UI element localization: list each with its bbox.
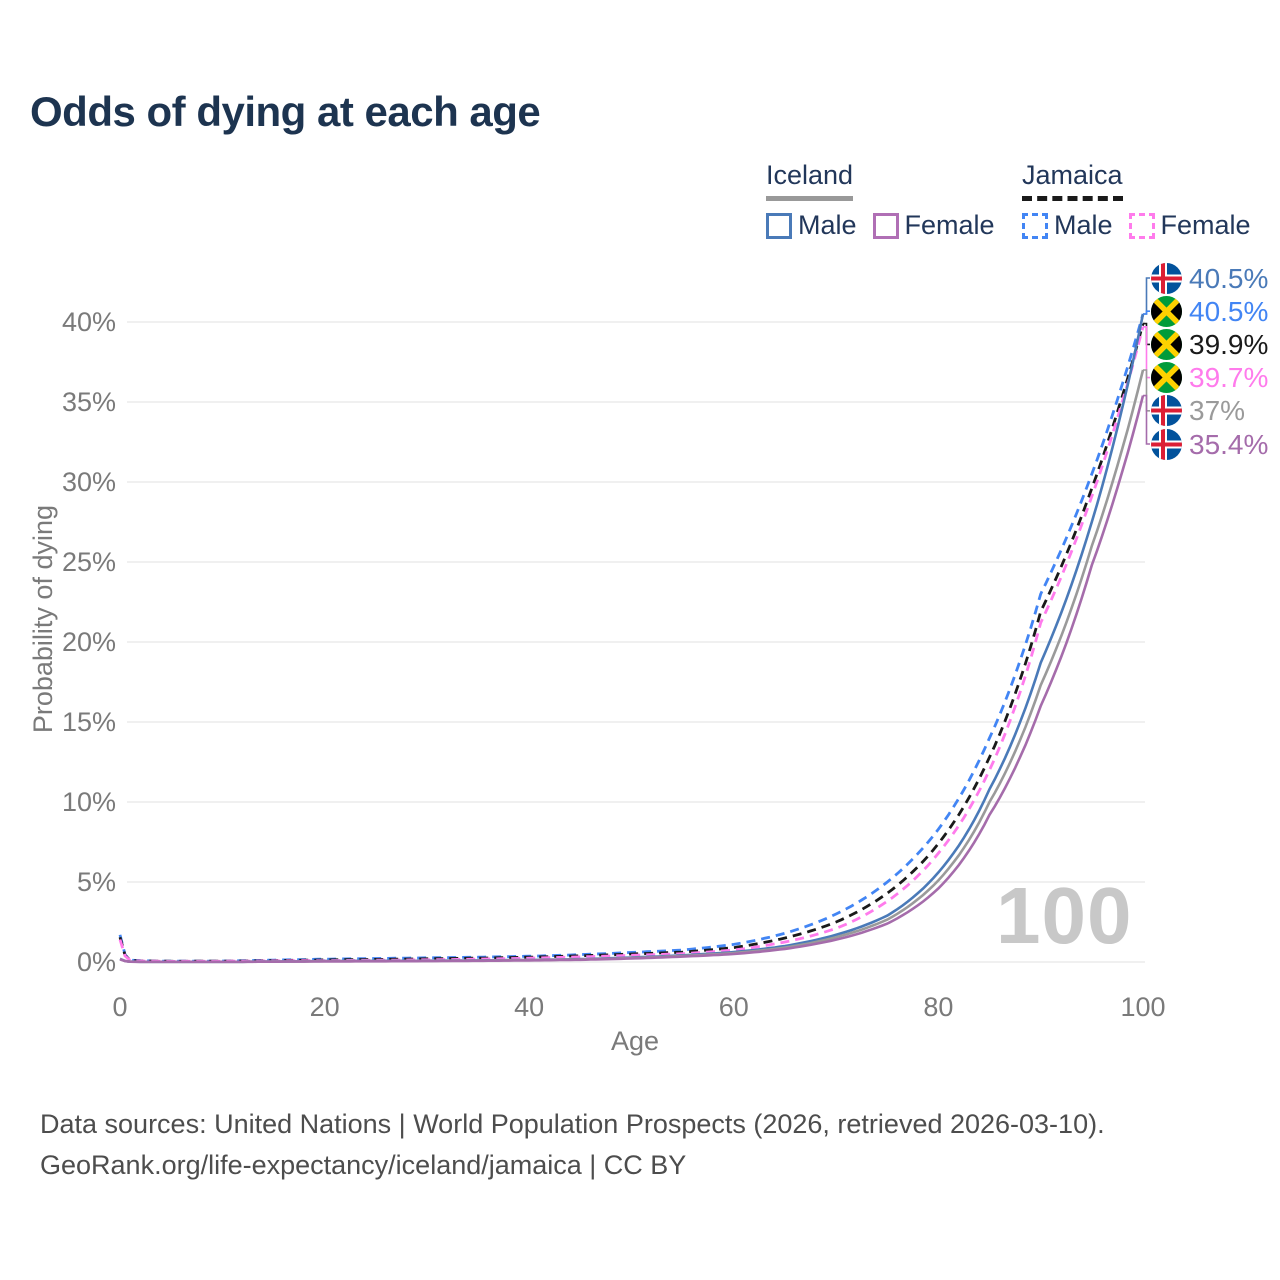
legend-item-jamaica-female[interactable]: Female (1128, 210, 1251, 241)
y-tick-20%: 20% (61, 627, 116, 657)
x-tick-60: 60 (718, 992, 749, 1022)
y-tick-40%: 40% (61, 307, 116, 337)
end-label-jamaica-male: 40.5% (1151, 295, 1268, 328)
end-label-value-jamaica-total: 39.9% (1189, 328, 1269, 360)
legend-items-jamaica: Male Female (1022, 210, 1251, 241)
x-tick-0: 0 (112, 992, 128, 1022)
footer-attribution: GeoRank.org/life-expectancy/iceland/jama… (40, 1150, 687, 1180)
end-label-value-iceland-total: 37% (1189, 395, 1246, 427)
y-tick-5%: 5% (76, 867, 116, 897)
end-label-iceland-total: 37% (1151, 394, 1245, 427)
y-tick-30%: 30% (61, 467, 116, 497)
end-label-connector-jamaica-male (1143, 310, 1150, 315)
x-axis-title: Age (610, 1026, 660, 1056)
footer: Data sources: United Nations | World Pop… (40, 1104, 1105, 1186)
legend-label-iceland-female: Female (904, 210, 995, 240)
legend-group-iceland: Iceland Male Female (766, 160, 995, 241)
end-label-connector-jamaica-female (1143, 326, 1150, 379)
end-label-value-jamaica-male: 40.5% (1189, 295, 1269, 327)
end-label-jamaica-total: 39.9% (1151, 328, 1268, 361)
series-line-jamaica-female (118, 326, 1145, 963)
y-tick-10%: 10% (61, 787, 116, 817)
iceland-flag-icon (1151, 395, 1182, 427)
footer-data-sources: Data sources: United Nations | World Pop… (40, 1109, 1105, 1139)
legend-heading-iceland[interactable]: Iceland (766, 160, 995, 201)
end-label-value-iceland-male: 40.5% (1189, 262, 1269, 294)
legend-label-jamaica-male: Male (1054, 210, 1113, 240)
end-label-value-iceland-female: 35.4% (1189, 428, 1269, 460)
series-line-jamaica-male (118, 313, 1145, 963)
legend-items-iceland: Male Female (766, 210, 995, 241)
y-tick-15%: 15% (61, 707, 116, 737)
end-label-jamaica-female: 39.7% (1151, 361, 1268, 394)
iceland-flag-icon (1151, 262, 1182, 294)
x-tick-80: 80 (923, 992, 954, 1022)
legend-item-jamaica-male[interactable]: Male (1022, 210, 1113, 241)
y-tick-25%: 25% (61, 547, 116, 577)
series-line-iceland-female (119, 395, 1145, 964)
legend-heading-jamaica[interactable]: Jamaica (1022, 160, 1251, 201)
y-tick-0%: 0% (76, 947, 116, 977)
jamaica-flag-icon (1151, 362, 1182, 394)
legend-group-jamaica: Jamaica Male Female (1022, 160, 1251, 241)
end-label-value-jamaica-female: 39.7% (1189, 362, 1269, 394)
end-label-connector-iceland-total (1143, 369, 1150, 412)
page-title: Odds of dying at each age (30, 88, 541, 135)
x-tick-20: 20 (309, 992, 340, 1022)
jamaica-female-swatch-icon (1128, 212, 1155, 239)
iceland-flag-icon (1151, 428, 1182, 460)
y-axis-title: Probability of dying (28, 505, 58, 734)
x-tick-100: 100 (1120, 992, 1166, 1022)
age-watermark: 100 (996, 871, 1133, 960)
series-line-iceland-male (119, 313, 1145, 964)
iceland-female-swatch-icon (872, 212, 899, 239)
jamaica-flag-icon (1151, 295, 1182, 327)
end-label-iceland-female: 35.4% (1151, 428, 1268, 461)
end-label-iceland-male: 40.5% (1151, 262, 1268, 295)
iceland-male-swatch-icon (766, 212, 792, 239)
jamaica-flag-icon (1151, 328, 1182, 360)
series-line-iceland-total (119, 369, 1145, 964)
legend-label-iceland-male: Male (798, 210, 857, 240)
x-tick-40: 40 (514, 992, 545, 1022)
jamaica-male-swatch-icon (1022, 212, 1048, 239)
legend-item-iceland-female[interactable]: Female (872, 210, 995, 241)
legend-item-iceland-male[interactable]: Male (766, 210, 857, 241)
legend-label-jamaica-female: Female (1160, 210, 1251, 240)
y-tick-35%: 35% (61, 387, 116, 417)
legend-country-jamaica[interactable]: Jamaica (1022, 160, 1123, 201)
legend-country-iceland[interactable]: Iceland (766, 160, 854, 201)
end-label-connector-iceland-female (1143, 394, 1150, 445)
end-label-connector-iceland-male (1143, 277, 1150, 315)
